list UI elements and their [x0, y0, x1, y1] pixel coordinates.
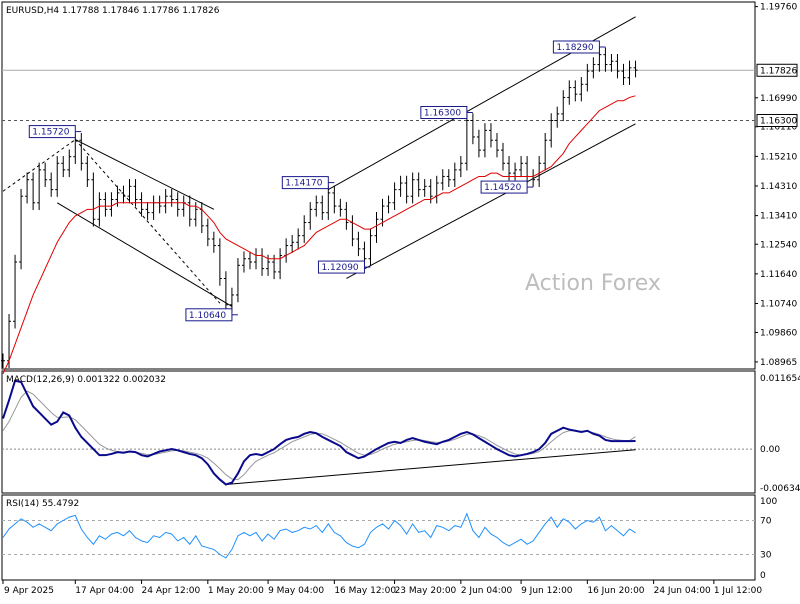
swing-label-4: 1.16300 — [424, 108, 461, 118]
x-tick-4: 9 May 04:00 — [268, 586, 324, 596]
swing-label-1: 1.10640 — [189, 311, 226, 321]
macd-ytick-1: 0.00 — [760, 445, 780, 455]
rsi-ytick-1: 70 — [760, 517, 772, 527]
macd-header: MACD(12,26,9) 0.001322 0.002032 — [6, 375, 166, 385]
x-tick-9: 16 Jun 20:00 — [587, 586, 644, 596]
level-tag-box-0 — [756, 113, 798, 127]
x-tick-5: 16 May 12:00 — [334, 586, 396, 596]
price-ytick-5: 1.13410 — [760, 212, 797, 222]
swing-label-3: 1.12090 — [321, 263, 358, 273]
price-layer: 1.19760 1.16990 1.16110 1.15210 1.14310 1.134… — [1, 3, 798, 375]
price-ytick-8: 1.10740 — [760, 299, 797, 309]
x-tick-10: 24 Jun 04:00 — [654, 586, 711, 596]
x-tick-8: 9 Jun 12:00 — [521, 586, 573, 596]
price-trendline-1 — [56, 202, 233, 307]
x-tick-3: 1 May 20:00 — [208, 586, 264, 596]
swing-label-5: 1.14520 — [484, 183, 521, 193]
rsi-ytick-2: 30 — [760, 551, 772, 561]
macd-ytick-0: 0.011654 — [760, 374, 800, 384]
price-trendline-5 — [346, 123, 636, 279]
price-ytick-6: 1.12540 — [760, 240, 797, 250]
level-tag-0: 1.16300 — [760, 116, 797, 126]
macd-panel — [1, 370, 756, 494]
rsi-ytick-3: 0 — [760, 571, 766, 581]
x-tick-6: 23 May 20:00 — [395, 586, 457, 596]
swing-label-2: 1.14170 — [285, 179, 322, 189]
ma-line — [2, 95, 636, 375]
watermark: Action Forex — [525, 271, 661, 296]
price-trendline-0 — [75, 139, 215, 210]
rsi-line — [2, 512, 636, 559]
x-tick-1: 17 Apr 04:00 — [75, 586, 134, 596]
x-axis: 9 Apr 2025 17 Apr 04:00 24 Apr 12:00 1 May … — [2, 580, 763, 596]
price-ytick-0: 1.19760 — [760, 3, 797, 13]
x-tick-11: 1 Jul 12:00 — [714, 586, 763, 596]
price-header: EURUSD,H4 1.17788 1.17846 1.17786 1.1782… — [6, 6, 220, 16]
macd-layer: 0.011654 0.00 -0.006345 — [2, 374, 800, 494]
price-trendline-2 — [74, 139, 221, 304]
price-ytick-1: 1.16990 — [760, 94, 797, 104]
price-ytick-4: 1.14310 — [760, 182, 797, 192]
x-tick-7: 2 Jun 04:00 — [461, 586, 513, 596]
rsi-panel — [1, 494, 756, 581]
rsi-ytick-0: 100 — [760, 497, 777, 507]
price-ytick-10: 1.08965 — [760, 358, 797, 368]
macd-trendline-0 — [225, 449, 636, 485]
macd-line — [2, 379, 636, 486]
price-ytick-2: 1.16110 — [760, 123, 797, 133]
swing-label-6: 1.18290 — [556, 43, 593, 53]
x-tick-2: 24 Apr 12:00 — [142, 586, 201, 596]
macd-ytick-2: -0.006345 — [760, 484, 800, 494]
level-tag-1: 1.17826 — [760, 66, 797, 76]
rsi-header: RSI(14) 55.4792 — [6, 499, 79, 509]
price-panel — [1, 1, 756, 370]
x-tick-0: 9 Apr 2025 — [4, 586, 54, 596]
swing-label-0: 1.15720 — [32, 128, 69, 138]
level-tag-box-1 — [756, 63, 798, 77]
price-ytick-7: 1.11640 — [760, 270, 797, 280]
price-ytick-3: 1.15210 — [760, 152, 797, 162]
price-ytick-9: 1.09860 — [760, 328, 797, 338]
rsi-layer: 100 70 30 0 — [2, 497, 777, 581]
